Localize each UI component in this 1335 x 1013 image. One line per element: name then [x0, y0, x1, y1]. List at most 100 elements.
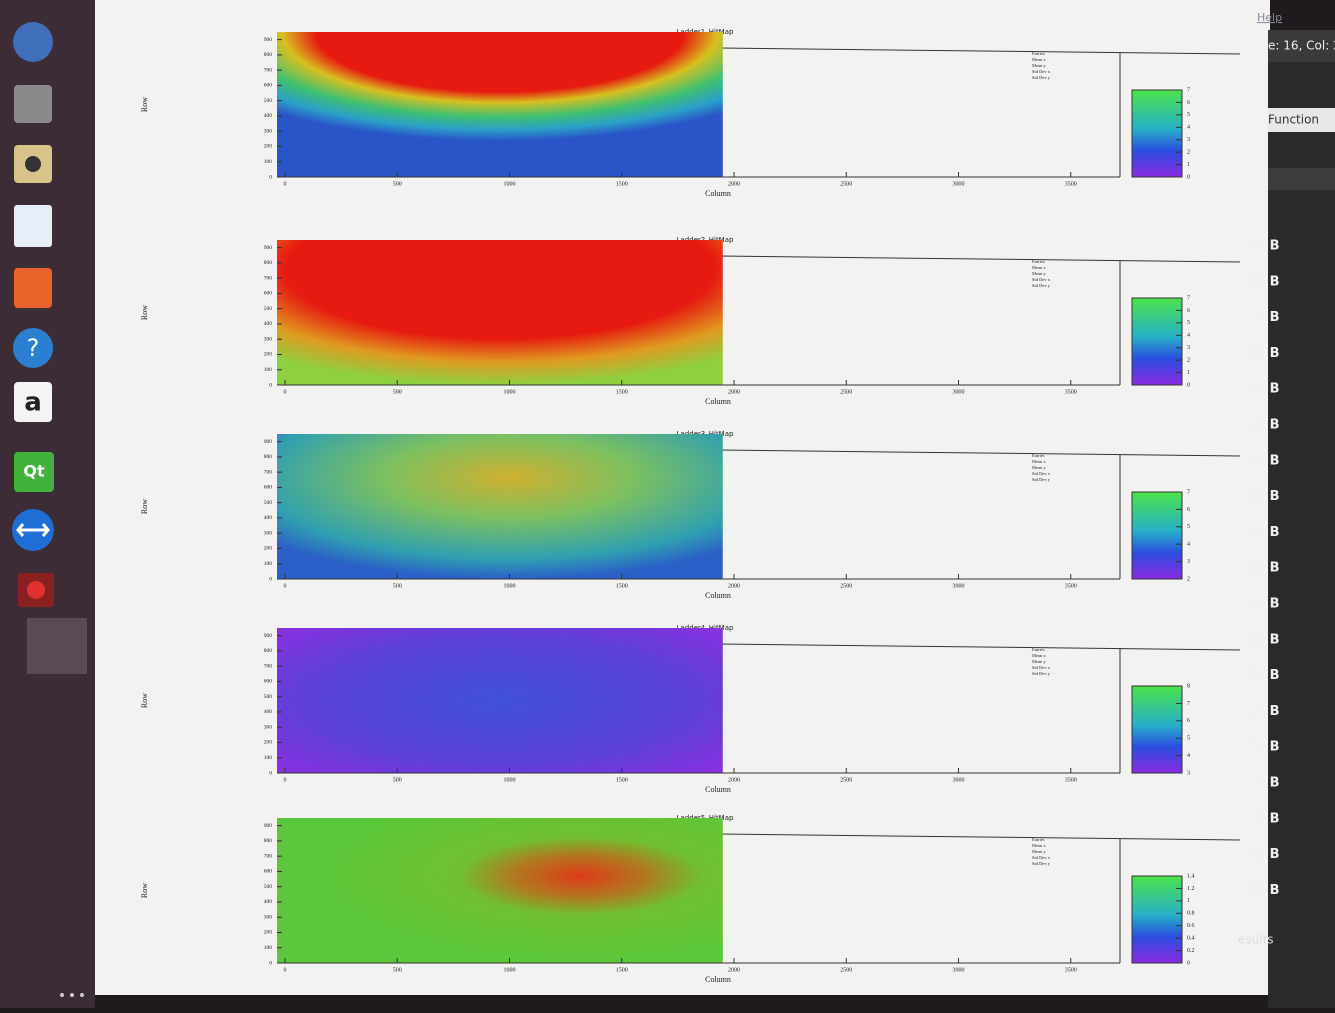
y-tick-label: 500 — [264, 694, 273, 700]
x-tick-label: 3500 — [1065, 389, 1077, 395]
x-tick-label: 3500 — [1065, 181, 1077, 187]
dock-label: Qt — [23, 462, 45, 481]
size-cell: 36 B — [1247, 561, 1280, 576]
size-cell: 96 B — [1247, 597, 1280, 612]
colorbar-tick-label: 3 — [1187, 559, 1190, 565]
stats-label: Std Dev y — [1032, 671, 1051, 676]
x-axis-label: Column — [705, 785, 731, 794]
y-tick-label: 500 — [264, 306, 273, 312]
results-tab[interactable]: esults — [1238, 933, 1274, 947]
stats-label: Mean x — [1032, 843, 1046, 848]
size-cell: 72 B — [1247, 847, 1280, 862]
stats-label: Entries — [1032, 453, 1045, 458]
x-tick-label: 500 — [393, 181, 402, 187]
colorbar-tick-label: 5 — [1187, 112, 1190, 118]
y-tick-label: 700 — [264, 469, 273, 475]
size-cell: 34 B — [1247, 346, 1280, 361]
y-tick-label: 600 — [264, 83, 273, 89]
colorbar-tick-label: 2 — [1187, 358, 1190, 364]
colorbar-tick-label: 2 — [1187, 576, 1190, 582]
status-text: e: 16, Col: 2 — [1268, 39, 1335, 53]
x-tick-label: 2000 — [728, 181, 740, 187]
size-cell: 92 B — [1247, 883, 1280, 898]
y-tick-label: 900 — [264, 37, 273, 43]
colorbar-tick-label: 3 — [1187, 137, 1190, 143]
help-menu[interactable]: Help — [1257, 11, 1282, 24]
stats-label: Mean y — [1032, 465, 1046, 470]
x-axis-label: Column — [705, 975, 731, 984]
x-tick-label: 0 — [284, 583, 287, 589]
y-tick-label: 600 — [264, 485, 273, 491]
y-tick-label: 900 — [264, 439, 273, 445]
colorbar-tick-label: 3 — [1187, 345, 1190, 351]
screen: ? a Qt Help e: 16, Col: 2 Function esult… — [0, 0, 1335, 1008]
y-tick-label: 400 — [264, 899, 273, 905]
stats-label: Mean y — [1032, 63, 1046, 68]
x-tick-label: 2000 — [728, 389, 740, 395]
stats-label: Std Dev x — [1032, 665, 1051, 670]
colorbar — [1132, 298, 1182, 385]
y-tick-label: 400 — [264, 113, 273, 119]
x-tick-label: 3000 — [953, 967, 965, 973]
page: ? a Qt Help e: 16, Col: 2 Function esult… — [0, 0, 1335, 1008]
size-cell: 16 B — [1247, 525, 1280, 540]
colorbar-tick-label: 6 — [1187, 100, 1190, 106]
stats-label: Mean x — [1032, 459, 1046, 464]
y-tick-label: 700 — [264, 275, 273, 281]
y-tick-label: 300 — [264, 128, 273, 134]
size-cell: 12 B — [1247, 811, 1280, 826]
size-cell: 24 B — [1247, 668, 1280, 683]
colorbar — [1132, 686, 1182, 773]
colorbar-tick-label: 4 — [1187, 753, 1190, 759]
y-tick-label: 0 — [269, 576, 272, 582]
stats-label: Std Dev y — [1032, 283, 1051, 288]
colorbar-tick-label: 7 — [1187, 701, 1190, 707]
x-tick-label: 1000 — [504, 777, 516, 783]
y-axis-label: Row — [140, 883, 149, 898]
colorbar-tick-label: 1.4 — [1187, 873, 1195, 879]
y-axis-label: Row — [140, 97, 149, 112]
y-tick-label: 700 — [264, 67, 273, 73]
colorbar-tick-label: 3 — [1187, 770, 1190, 776]
size-cell: 44 B — [1247, 239, 1280, 254]
x-tick-label: 3000 — [953, 389, 965, 395]
x-tick-label: 2000 — [728, 583, 740, 589]
stats-label: Entries — [1032, 51, 1045, 56]
stats-label: Std Dev y — [1032, 477, 1051, 482]
y-tick-label: 100 — [264, 159, 273, 165]
table-header — [1268, 168, 1335, 190]
x-tick-label: 500 — [393, 583, 402, 589]
x-tick-label: 0 — [284, 181, 287, 187]
x-tick-label: 1500 — [616, 389, 628, 395]
y-tick-label: 500 — [264, 884, 273, 890]
y-tick-label: 800 — [264, 454, 273, 460]
column-header[interactable]: Function — [1268, 113, 1319, 127]
size-cell: 52 B — [1247, 382, 1280, 397]
stats-label: Std Dev x — [1032, 277, 1051, 282]
size-cell: 00 B — [1247, 632, 1280, 647]
heatmap — [277, 32, 723, 177]
x-tick-label: 2500 — [840, 181, 852, 187]
y-tick-label: 100 — [264, 945, 273, 951]
x-tick-label: 2500 — [840, 777, 852, 783]
size-cell: 52 B — [1247, 489, 1280, 504]
y-tick-label: 400 — [264, 709, 273, 715]
x-tick-label: 1500 — [616, 777, 628, 783]
y-tick-label: 600 — [264, 679, 273, 685]
stats-label: Mean y — [1032, 659, 1046, 664]
colorbar-tick-label: 0.6 — [1187, 923, 1195, 929]
stats-label: Entries — [1032, 837, 1045, 842]
y-tick-label: 800 — [264, 648, 273, 654]
y-tick-label: 100 — [264, 561, 273, 567]
stats-label: Mean y — [1032, 271, 1046, 276]
x-tick-label: 2500 — [840, 583, 852, 589]
colorbar-tick-label: 4 — [1187, 333, 1190, 339]
heatmap — [277, 628, 723, 773]
colorbar — [1132, 876, 1182, 963]
y-tick-label: 200 — [264, 144, 273, 150]
colorbar-tick-label: 7 — [1187, 87, 1190, 93]
y-tick-label: 800 — [264, 52, 273, 58]
y-tick-label: 200 — [264, 740, 273, 746]
colorbar-tick-label: 0 — [1187, 960, 1190, 966]
colorbar — [1132, 90, 1182, 177]
